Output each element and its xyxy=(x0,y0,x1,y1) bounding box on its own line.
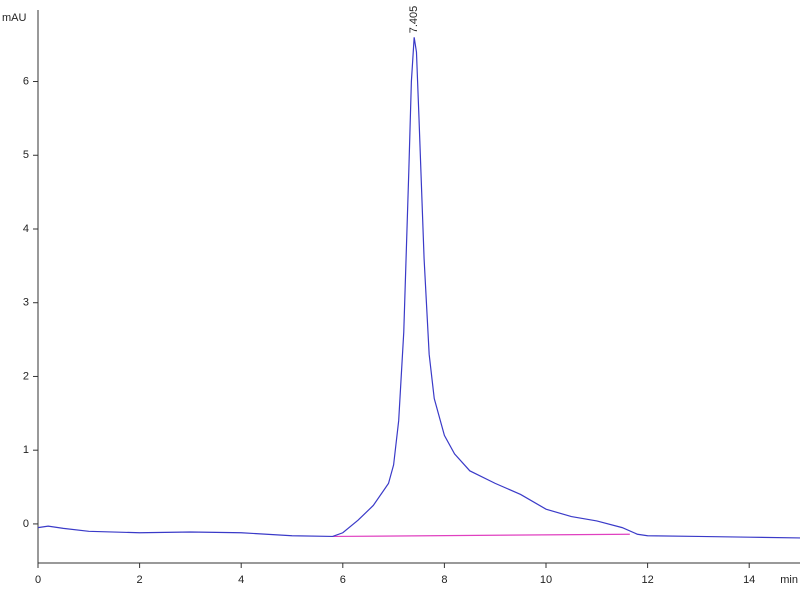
y-axis-label: mAU xyxy=(2,12,27,24)
y-tick-label: 6 xyxy=(23,75,29,87)
y-tick-label: 1 xyxy=(23,444,29,456)
x-tick-label: 4 xyxy=(238,574,244,586)
y-tick-label: 5 xyxy=(23,149,29,161)
x-tick-label: 10 xyxy=(540,574,552,586)
x-tick-label: 12 xyxy=(641,574,653,586)
y-tick-label: 0 xyxy=(23,518,29,530)
y-tick-label: 4 xyxy=(23,223,29,235)
trace xyxy=(332,533,630,538)
x-tick-label: 8 xyxy=(441,574,447,586)
y-tick-label: 3 xyxy=(23,297,29,309)
x-tick-label: 6 xyxy=(340,574,346,586)
x-tick-label: 2 xyxy=(137,574,143,586)
x-axis-label: min xyxy=(780,574,798,586)
x-tick-label: 0 xyxy=(35,574,41,586)
x-tick-label: 14 xyxy=(743,574,755,586)
y-tick-label: 2 xyxy=(23,370,29,382)
trace xyxy=(37,37,800,539)
peak-label: 7.405 xyxy=(408,6,420,34)
